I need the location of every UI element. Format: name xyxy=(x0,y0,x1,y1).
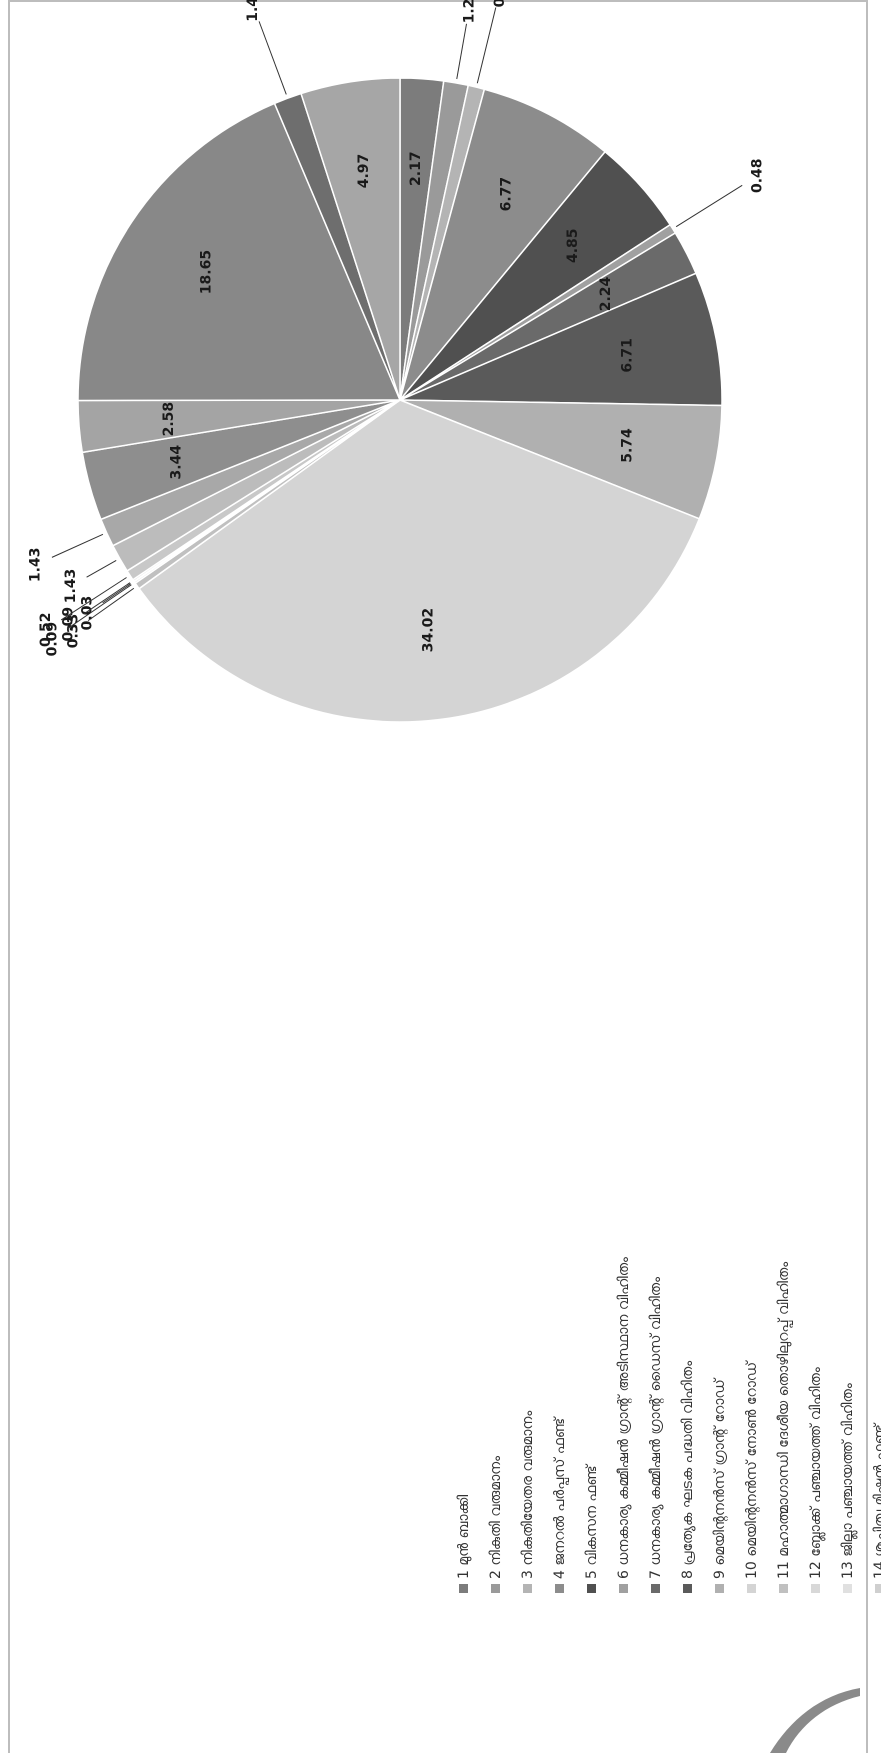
legend-swatch xyxy=(715,1584,724,1593)
legend-label: 11 മഹാത്മാഗാന്ധി ദേശീയ തൊഴിലുറപ്പ് വിഹിത… xyxy=(776,1262,793,1579)
leader-line xyxy=(86,559,117,578)
data-label: 0.09 xyxy=(44,622,60,657)
leader-line xyxy=(102,583,131,604)
legend-label: 4 ജനറൽ പർപ്പസ് ഫണ്ട് xyxy=(552,1416,569,1579)
data-label: 0.09 xyxy=(61,607,77,642)
legend-swatch xyxy=(747,1584,756,1593)
data-label: 5.74 xyxy=(619,428,635,463)
legend-swatch xyxy=(459,1584,468,1593)
legend-label: 9 മെയിന്റനൻസ് ഗ്രാന്റ് റോഡ് xyxy=(712,1378,729,1579)
leader-line xyxy=(258,21,287,95)
legend-swatch xyxy=(619,1584,628,1593)
data-label: 1.40 xyxy=(245,0,261,22)
legend-label: 13 ജില്ലാ പഞ്ചായത്ത് വിഹിതം xyxy=(840,1383,858,1579)
data-label: 4.97 xyxy=(356,154,372,189)
legend-label: 1 മുൻ ബാക്കി xyxy=(456,1495,472,1579)
legend-swatch xyxy=(491,1584,500,1593)
decorative-swoosh xyxy=(770,1688,860,1753)
data-label: 0.03 xyxy=(80,596,96,631)
leader-line xyxy=(51,533,104,558)
leader-line xyxy=(675,184,743,228)
pie-slice xyxy=(300,77,401,401)
data-label: 0.52 xyxy=(38,612,54,647)
data-label: 1.43 xyxy=(28,548,44,583)
data-label: 2.17 xyxy=(408,151,424,186)
pie-slice xyxy=(138,399,701,723)
page-frame xyxy=(8,0,868,1753)
data-label: 18.65 xyxy=(199,250,215,294)
pie-slice xyxy=(399,272,723,407)
legend-swatch xyxy=(651,1584,660,1593)
leader-line xyxy=(60,577,127,621)
leader-line xyxy=(476,7,497,84)
data-label: 6.71 xyxy=(620,338,636,373)
legend-label: 14 ശുചിത്വ മിഷൻ ഫണ്ട് xyxy=(872,1422,881,1579)
legend-label: 3 നികുതിയേതര വരുമാനം xyxy=(520,1411,536,1579)
data-label: 1.43 xyxy=(63,569,79,604)
data-label: 4.85 xyxy=(565,228,581,263)
legend: 1 മുൻ ബാക്കി 2 നികുതി വരുമാനം 3 നികുതിയേതര… xyxy=(456,1257,881,1593)
leader-line xyxy=(66,584,132,630)
leader-line xyxy=(456,23,468,80)
leader-line xyxy=(87,587,135,622)
data-label: 2.24 xyxy=(598,276,614,311)
leader-line xyxy=(83,582,131,615)
legend-swatch xyxy=(523,1584,532,1593)
legend-label: 12 ബ്ലോക്ക് പഞ്ചായത്ത് വിഹിതം xyxy=(808,1367,826,1579)
legend-label: 7 ധനകാര്യ കമ്മീഷൻ ഗ്രാന്റ് ഡൈസ് വിഹിതം xyxy=(648,1277,665,1579)
data-label: 0.82 xyxy=(492,0,508,7)
pie-slice xyxy=(77,102,402,402)
data-label: 34.02 xyxy=(421,608,437,652)
legend-swatch xyxy=(843,1584,852,1593)
data-label: 6.77 xyxy=(499,177,515,212)
legend-label: 8 പ്രത്യേക ഘടക പദ്ധതി വിഹിതം xyxy=(680,1361,696,1579)
legend-label: 6 ധനകാര്യ കമ്മീഷൻ ഗ്രാന്റ് അടിസ്ഥാന വിഹി… xyxy=(616,1257,633,1579)
pie-slice xyxy=(399,88,607,401)
data-label: 2.58 xyxy=(161,402,177,437)
legend-swatch xyxy=(683,1584,692,1593)
data-label: 3.44 xyxy=(169,445,185,480)
legend-label: 5 വികസന ഫണ്ട് xyxy=(584,1464,600,1579)
pie-slices xyxy=(77,77,723,723)
data-label: 0.48 xyxy=(749,158,765,193)
data-label: 1.23 xyxy=(462,0,478,23)
legend-swatch xyxy=(875,1584,881,1593)
legend-swatch xyxy=(779,1584,788,1593)
legend-swatch xyxy=(555,1584,564,1593)
legend-label: 10 മെയിന്റനൻസ് നോൺ റോഡ് xyxy=(744,1360,761,1579)
legend-label: 2 നികുതി വരുമാനം xyxy=(488,1456,504,1579)
data-labels: 2.17 1.23 0.82 6.77 4.85 0.48 2.24 6.71 5.74 34.0… xyxy=(28,0,766,656)
legend-swatch xyxy=(811,1584,820,1593)
legend-swatch xyxy=(587,1584,596,1593)
